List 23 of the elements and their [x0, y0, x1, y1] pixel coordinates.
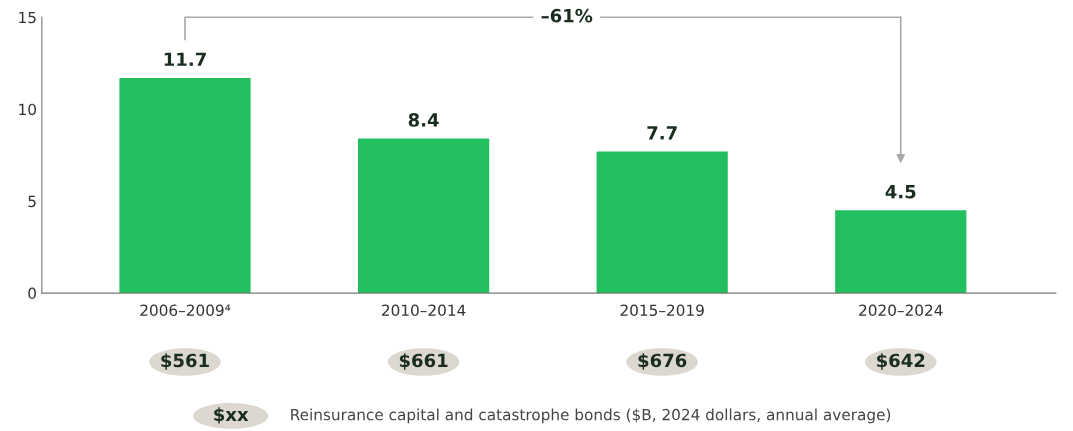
- bar: [119, 77, 251, 294]
- data-label: 7.7: [647, 126, 677, 140]
- text: $xx: [214, 407, 249, 424]
- y-tick-label: 15: [19, 11, 36, 24]
- bar: [835, 210, 967, 294]
- annotation: –61%: [541, 8, 593, 23]
- y-tick-label: 10: [19, 103, 36, 116]
- x-tick-label: 2015–2019: [620, 304, 704, 317]
- x-tick-label: 2020–2024: [859, 304, 943, 317]
- text: $561: [161, 353, 209, 370]
- text: Reinsurance capital and catastrophe bonds ($B, 2024 dollars, annual average): [291, 408, 891, 424]
- data-label: 4.5: [885, 185, 916, 199]
- text: $661: [399, 353, 448, 370]
- y-tick-label: 5: [28, 195, 36, 208]
- bar: [596, 151, 728, 294]
- text: $676: [638, 353, 687, 370]
- y-tick-label: 0: [28, 287, 36, 300]
- x-tick-label: 2010–2014: [382, 304, 466, 317]
- data-label: 8.4: [408, 113, 439, 127]
- bar: [357, 138, 490, 294]
- text: $642: [877, 353, 925, 370]
- x-tick-label: 2006–2009⁴: [140, 304, 231, 317]
- data-label: 11.7: [164, 52, 206, 66]
